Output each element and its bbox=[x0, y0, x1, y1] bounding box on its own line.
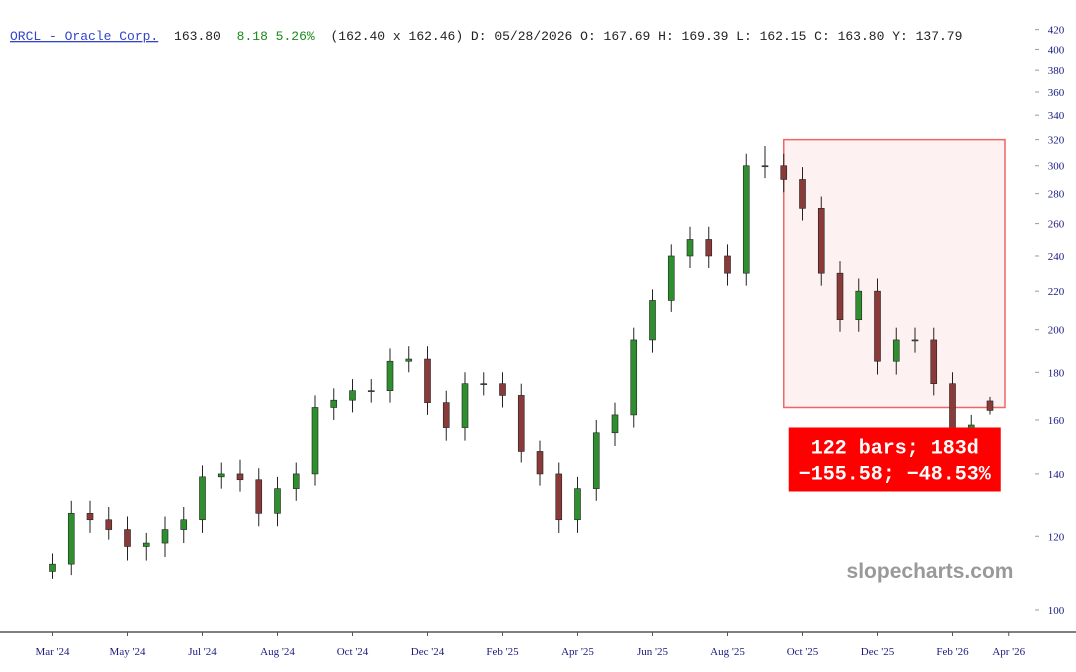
y-tick-label: 100 bbox=[1048, 605, 1065, 617]
candle-body bbox=[330, 399, 338, 408]
candle-body bbox=[199, 476, 206, 521]
candle-body bbox=[255, 479, 263, 514]
measure-box bbox=[783, 138, 1006, 409]
y-tick-label: 320 bbox=[1048, 135, 1065, 147]
y-tick-label: 300 bbox=[1048, 161, 1065, 173]
candle-body bbox=[611, 414, 619, 434]
candle-body bbox=[161, 529, 169, 544]
candle-body bbox=[911, 339, 919, 342]
change: 8.18 5.26% bbox=[237, 29, 315, 44]
x-tick-label: Aug '25 bbox=[710, 646, 745, 658]
y-tick-label: 360 bbox=[1048, 87, 1065, 99]
x-tick-label: Jul '24 bbox=[188, 646, 217, 658]
candle-body bbox=[780, 165, 788, 180]
candle-body bbox=[86, 513, 94, 521]
symbol-link[interactable]: ORCL - Oracle Corp. bbox=[10, 29, 158, 44]
y-tick-label: 280 bbox=[1048, 189, 1065, 201]
candle-body bbox=[536, 451, 544, 475]
candle-body bbox=[142, 542, 150, 547]
candle-body bbox=[105, 519, 113, 530]
x-tick-label: May '24 bbox=[110, 646, 146, 658]
candle-body bbox=[667, 255, 675, 301]
candle-body bbox=[499, 383, 506, 396]
candle-body bbox=[874, 290, 881, 362]
candle-body bbox=[461, 383, 469, 428]
candle-body bbox=[517, 395, 525, 452]
y-tick-label: 180 bbox=[1048, 367, 1065, 379]
candle-body bbox=[949, 383, 956, 434]
candle-body bbox=[124, 529, 131, 547]
y-tick-label: 200 bbox=[1048, 325, 1065, 337]
y-tick-label: 400 bbox=[1048, 44, 1065, 56]
candle-body bbox=[49, 563, 56, 572]
y-tick-label: 380 bbox=[1048, 65, 1065, 77]
x-tick-label: Jun '25 bbox=[637, 646, 669, 658]
x-tick-label: Mar '24 bbox=[35, 646, 70, 658]
y-tick-label: 120 bbox=[1048, 531, 1065, 543]
candle-body bbox=[217, 473, 225, 478]
x-tick-label: Feb '26 bbox=[936, 646, 969, 658]
x-tick-label: Apr '26 bbox=[992, 646, 1025, 658]
candle-body bbox=[386, 360, 394, 391]
x-tick-label: Feb '25 bbox=[486, 646, 519, 658]
x-tick-label: Oct '24 bbox=[337, 646, 369, 658]
candle-body bbox=[292, 473, 300, 489]
candle-body bbox=[799, 179, 806, 209]
x-tick-label: Apr '25 bbox=[561, 646, 594, 658]
candle-body bbox=[649, 300, 656, 341]
candle-body bbox=[892, 339, 900, 362]
x-tick-label: Dec '25 bbox=[861, 646, 895, 658]
measure-label-bg bbox=[788, 427, 1001, 492]
candle-body bbox=[705, 239, 713, 257]
candle-body bbox=[424, 358, 431, 403]
candle-body bbox=[630, 339, 638, 416]
candle-body bbox=[349, 390, 356, 401]
x-tick-label: Oct '25 bbox=[787, 646, 819, 658]
candle-body bbox=[480, 383, 488, 385]
candle-body bbox=[442, 402, 450, 428]
header: ORCL - Oracle Corp. 163.80 8.18 5.26% (1… bbox=[10, 29, 962, 44]
candle-body bbox=[592, 432, 600, 489]
y-tick-label: 260 bbox=[1048, 219, 1065, 231]
y-tick-label: 420 bbox=[1048, 25, 1065, 37]
candle-body bbox=[761, 165, 769, 168]
watermark: slopecharts.com bbox=[847, 560, 1014, 583]
candle-body bbox=[686, 239, 694, 257]
candle-body bbox=[67, 513, 75, 565]
candle-body bbox=[274, 488, 281, 514]
candle-body bbox=[180, 519, 188, 530]
candle-body bbox=[986, 400, 994, 411]
measure-label: −155.58; −48.53% bbox=[799, 463, 992, 486]
candle-body bbox=[367, 390, 375, 392]
candle-body bbox=[930, 339, 938, 384]
last-price: 163.80 bbox=[174, 29, 221, 44]
y-tick-label: 240 bbox=[1048, 251, 1065, 263]
x-tick-label: Dec '24 bbox=[411, 646, 445, 658]
y-tick-label: 140 bbox=[1048, 469, 1065, 481]
candle-body bbox=[405, 358, 413, 362]
candle-body bbox=[817, 208, 825, 274]
candle-body bbox=[555, 473, 563, 521]
y-tick-label: 160 bbox=[1048, 415, 1065, 427]
candle-body bbox=[855, 290, 863, 321]
y-tick-label: 340 bbox=[1048, 110, 1065, 122]
candle-body bbox=[742, 165, 750, 274]
candle-body bbox=[724, 255, 731, 274]
measure-label: 122 bars; 183d bbox=[811, 437, 979, 460]
candle-body bbox=[574, 488, 581, 521]
y-tick-label: 220 bbox=[1048, 286, 1065, 298]
candle-body bbox=[311, 407, 319, 475]
candle-body bbox=[236, 473, 244, 481]
details: (162.40 x 162.46) D: 05/28/2026 O: 167.6… bbox=[331, 29, 963, 44]
x-tick-label: Aug '24 bbox=[260, 646, 295, 658]
candle-body bbox=[836, 272, 844, 321]
